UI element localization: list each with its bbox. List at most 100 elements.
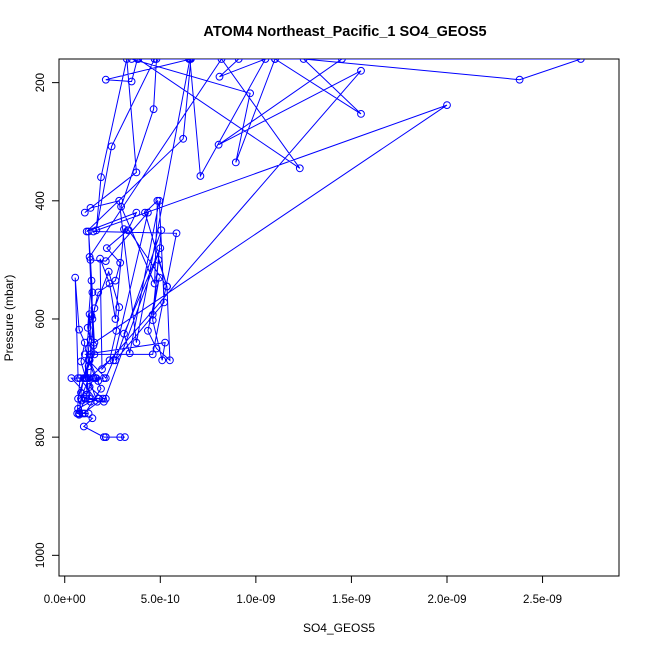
data-point xyxy=(443,101,451,109)
data-point xyxy=(150,279,159,288)
data-point xyxy=(85,253,94,261)
data-point xyxy=(149,105,158,114)
data-point xyxy=(246,89,255,98)
data-point xyxy=(116,258,125,267)
y-tick-label: 1000 xyxy=(35,543,47,569)
data-point xyxy=(121,433,129,442)
data-point xyxy=(77,357,85,366)
data-point xyxy=(217,59,226,63)
data-point xyxy=(144,326,152,335)
data-point xyxy=(77,394,85,403)
x-axis: 0.0e+00 5.0e-10 1.0e-09 1.5e-09 2.0e-09 2.5e-… xyxy=(44,576,562,606)
data-point xyxy=(74,404,82,413)
x-tick-label: 2.5e-09 xyxy=(523,594,562,606)
data-point xyxy=(88,288,97,297)
data-point xyxy=(338,59,346,63)
data-point xyxy=(134,59,143,63)
data-point xyxy=(148,350,157,359)
data-point xyxy=(261,59,270,63)
data-point xyxy=(105,279,114,288)
data-point xyxy=(85,356,94,365)
y-tick-label: 200 xyxy=(35,73,47,92)
data-point xyxy=(127,77,136,86)
data-point xyxy=(94,288,103,297)
y-axis-label: Pressure (mbar) xyxy=(2,275,16,362)
data-point xyxy=(87,312,96,320)
data-point xyxy=(120,225,128,234)
data-point xyxy=(141,208,149,217)
plot-frame xyxy=(58,58,620,577)
data-point xyxy=(515,75,524,84)
y-tick-label: 800 xyxy=(35,428,47,447)
data-point xyxy=(196,172,205,180)
data-point xyxy=(132,338,141,347)
data-point xyxy=(85,310,94,319)
data-point xyxy=(299,59,308,63)
data-point xyxy=(74,394,82,403)
data-point xyxy=(117,202,125,211)
data-point xyxy=(76,374,84,383)
data-point xyxy=(97,384,105,393)
data-point xyxy=(80,350,89,359)
data-point xyxy=(132,208,141,217)
x-axis-label: SO4_GEOS5 xyxy=(303,621,375,635)
data-point xyxy=(156,244,165,253)
x-tick-label: 2.0e-09 xyxy=(427,594,466,606)
data-point xyxy=(111,315,120,323)
data-point xyxy=(98,365,106,374)
data-point xyxy=(116,433,125,442)
data-point xyxy=(97,173,105,182)
data-point xyxy=(101,374,110,383)
data-point xyxy=(86,256,95,264)
data-point xyxy=(82,390,91,399)
data-point xyxy=(102,244,111,253)
data-point xyxy=(104,267,113,276)
data-point xyxy=(90,350,99,359)
data-point xyxy=(84,374,93,383)
y-tick-label: 600 xyxy=(35,309,47,328)
series-layer xyxy=(67,59,585,442)
data-point xyxy=(101,75,110,84)
data-point xyxy=(89,227,98,236)
data-point xyxy=(144,208,152,217)
data-point xyxy=(93,397,102,406)
x-tick-label: 5.0e-10 xyxy=(141,594,180,606)
chart-title: ATOM4 Northeast_Pacific_1 SO4_GEOS5 xyxy=(203,24,486,40)
data-point xyxy=(80,338,89,347)
data-point xyxy=(157,226,166,235)
data-point xyxy=(81,374,90,383)
data-point xyxy=(80,208,89,217)
data-point xyxy=(155,273,164,282)
data-point xyxy=(79,422,88,431)
data-point xyxy=(155,196,164,205)
data-point xyxy=(75,325,83,334)
data-point xyxy=(73,409,82,418)
data-point xyxy=(105,356,114,365)
data-point xyxy=(101,257,110,266)
data-point xyxy=(90,304,99,313)
data-point xyxy=(86,204,95,212)
series-line xyxy=(70,59,581,438)
data-point xyxy=(234,59,243,63)
data-point xyxy=(109,356,118,365)
data-point xyxy=(152,344,161,353)
data-point xyxy=(112,326,121,335)
y-tick-label: 400 xyxy=(35,191,47,210)
data-point xyxy=(122,59,131,63)
data-point xyxy=(89,341,98,350)
data-point xyxy=(132,168,141,177)
data-point xyxy=(357,66,365,75)
data-point xyxy=(179,134,188,143)
data-point xyxy=(120,329,128,338)
data-point xyxy=(160,298,169,307)
data-point xyxy=(152,59,161,63)
data-point xyxy=(88,414,97,423)
data-point xyxy=(161,338,170,347)
data-point xyxy=(115,303,124,312)
data-point xyxy=(100,433,108,442)
data-point xyxy=(271,59,279,63)
data-point xyxy=(79,409,87,418)
x-tick-label: 1.5e-09 xyxy=(332,594,371,606)
data-point xyxy=(87,276,96,285)
